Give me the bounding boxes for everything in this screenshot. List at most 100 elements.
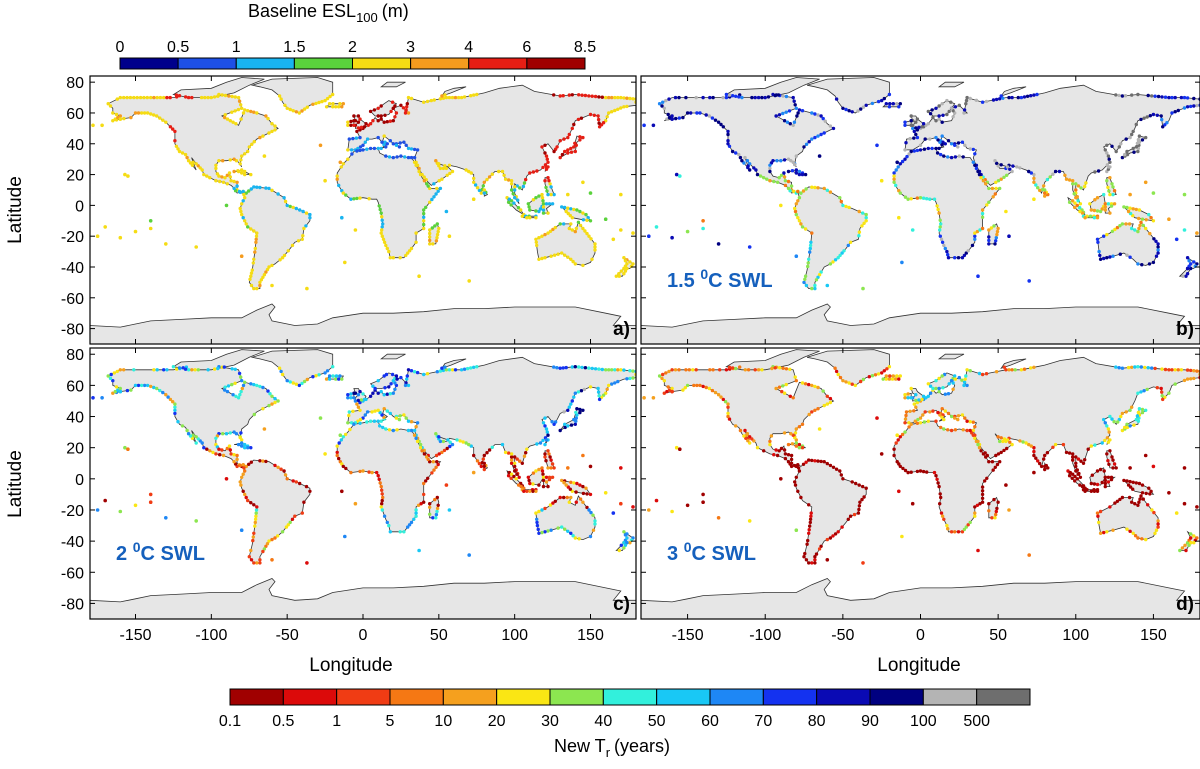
station-point bbox=[600, 95, 604, 99]
station-point bbox=[587, 94, 591, 98]
station-point bbox=[258, 384, 262, 389]
top-colorbar-tick-label: 0 bbox=[116, 39, 125, 56]
station-point bbox=[445, 446, 449, 451]
station-point bbox=[277, 94, 282, 98]
station-point bbox=[249, 501, 253, 505]
station-point bbox=[794, 441, 798, 445]
station-point bbox=[574, 416, 578, 420]
station-point bbox=[402, 413, 406, 417]
station-point bbox=[782, 171, 786, 175]
station-point bbox=[1075, 477, 1080, 481]
station-point bbox=[375, 470, 379, 475]
station-point bbox=[938, 218, 942, 222]
island-station-point bbox=[701, 219, 705, 223]
station-point bbox=[797, 169, 802, 174]
station-point bbox=[953, 416, 957, 420]
station-point bbox=[1093, 198, 1097, 202]
station-point bbox=[412, 147, 417, 152]
station-point bbox=[968, 369, 972, 373]
station-point bbox=[571, 259, 575, 264]
top-colorbar-tick-label: 0.5 bbox=[167, 39, 189, 56]
station-point bbox=[419, 502, 423, 506]
station-point bbox=[567, 132, 571, 137]
station-point bbox=[977, 172, 982, 177]
station-point bbox=[175, 367, 179, 371]
island-station-point bbox=[447, 234, 452, 238]
station-point bbox=[903, 120, 907, 124]
station-point bbox=[380, 492, 384, 496]
station-point bbox=[355, 196, 359, 201]
station-point bbox=[909, 422, 913, 426]
station-point bbox=[579, 389, 584, 393]
station-point bbox=[311, 375, 315, 379]
station-point bbox=[414, 240, 418, 244]
station-point bbox=[1163, 367, 1168, 372]
station-point bbox=[794, 212, 798, 217]
station-point bbox=[946, 139, 951, 143]
station-point bbox=[541, 438, 545, 443]
station-point bbox=[252, 185, 256, 189]
station-point bbox=[928, 112, 933, 116]
station-point bbox=[987, 238, 991, 243]
station-point bbox=[534, 196, 538, 200]
station-point bbox=[922, 420, 927, 424]
station-point bbox=[1004, 368, 1008, 372]
station-point bbox=[176, 147, 180, 151]
station-point bbox=[560, 525, 564, 529]
station-point bbox=[406, 383, 411, 388]
station-point bbox=[987, 242, 991, 246]
station-point bbox=[625, 536, 629, 540]
island-station-point bbox=[910, 228, 915, 232]
station-point bbox=[351, 136, 355, 141]
station-point bbox=[1100, 480, 1104, 485]
station-point bbox=[999, 177, 1003, 181]
station-point bbox=[1021, 440, 1025, 444]
station-point bbox=[1153, 94, 1157, 98]
station-point bbox=[283, 199, 288, 204]
station-point bbox=[350, 152, 354, 156]
station-point bbox=[953, 105, 958, 109]
station-point bbox=[535, 169, 539, 173]
station-point bbox=[305, 377, 309, 382]
station-point bbox=[816, 407, 820, 411]
station-point bbox=[800, 109, 805, 113]
station-point bbox=[1143, 365, 1147, 370]
station-point bbox=[543, 416, 547, 420]
station-point bbox=[373, 386, 377, 391]
station-point bbox=[255, 561, 259, 565]
station-point bbox=[570, 399, 574, 403]
station-point bbox=[743, 428, 747, 433]
island-station-point bbox=[685, 229, 690, 234]
station-point bbox=[145, 95, 149, 100]
y-tick-label: -60 bbox=[61, 291, 84, 308]
station-point bbox=[255, 383, 259, 388]
station-point bbox=[727, 365, 732, 369]
station-point bbox=[781, 94, 785, 98]
station-point bbox=[1130, 93, 1134, 97]
station-point bbox=[973, 152, 977, 156]
station-point bbox=[926, 419, 930, 423]
station-point bbox=[562, 410, 566, 414]
station-point bbox=[382, 374, 386, 378]
station-point bbox=[241, 463, 245, 467]
station-point bbox=[434, 453, 439, 458]
station-point bbox=[1133, 534, 1138, 538]
station-point bbox=[541, 211, 546, 215]
station-point bbox=[371, 119, 375, 123]
station-point bbox=[251, 535, 255, 539]
station-point bbox=[781, 384, 785, 388]
station-point bbox=[122, 95, 126, 100]
station-point bbox=[569, 146, 573, 151]
station-point bbox=[816, 134, 820, 138]
station-point bbox=[283, 473, 288, 477]
station-point bbox=[388, 530, 392, 534]
station-point bbox=[796, 466, 801, 470]
station-point bbox=[363, 413, 367, 417]
station-point bbox=[391, 106, 395, 111]
station-point bbox=[1117, 93, 1121, 98]
station-point bbox=[617, 548, 621, 553]
station-point bbox=[514, 477, 518, 481]
station-point bbox=[450, 169, 455, 174]
station-point bbox=[1092, 208, 1097, 213]
station-point bbox=[206, 368, 210, 372]
